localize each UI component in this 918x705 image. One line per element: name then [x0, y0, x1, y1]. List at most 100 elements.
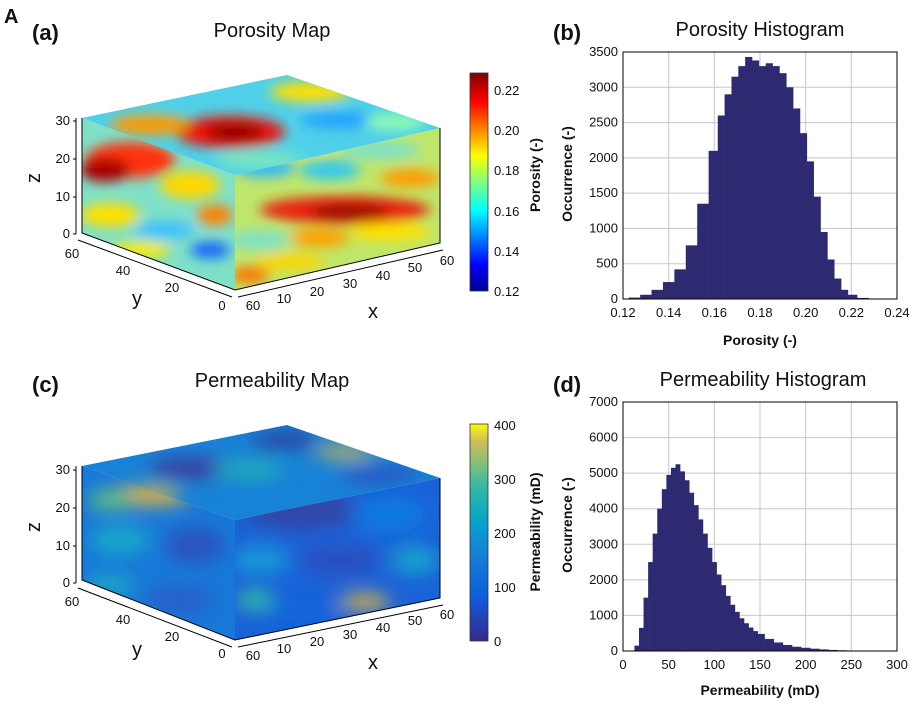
- z-tick: 20: [56, 151, 70, 166]
- histogram-bar: [828, 649, 838, 651]
- y-tick-label: 3000: [589, 79, 618, 94]
- panel-c-title: Permeability Map: [195, 370, 350, 392]
- x-tick: 40: [376, 268, 390, 283]
- y-tick-label: 3500: [589, 44, 618, 59]
- histogram-bar: [675, 464, 681, 651]
- colorbar-tick: 200: [494, 526, 516, 541]
- histogram-bar: [651, 289, 664, 299]
- x-tick: 40: [376, 620, 390, 635]
- y-axis-label: y: [132, 288, 142, 310]
- y-tick-label: 7000: [589, 394, 618, 409]
- x-tick-label: 50: [661, 657, 675, 672]
- histogram-bar: [708, 150, 719, 299]
- panel-a-letter: (a): [32, 20, 59, 45]
- x-tick-label: 100: [703, 657, 725, 672]
- histogram-bar: [820, 231, 828, 299]
- histogram-bar: [661, 489, 667, 651]
- x-tick: 60: [440, 253, 454, 268]
- histogram-bar: [752, 60, 760, 300]
- y-tick-label: 6000: [589, 430, 618, 445]
- panel-b-title: Porosity Histogram: [676, 19, 845, 41]
- histogram-bar: [739, 618, 745, 651]
- histogram-bar: [680, 471, 685, 651]
- panel-b-xlabel: Porosity (-): [723, 332, 797, 348]
- permeability-colorbar-gradient: [469, 423, 489, 642]
- porosity-z-axis: 30 20 10 0 z: [23, 113, 77, 241]
- histogram-bar: [757, 633, 765, 651]
- y-tick: 20: [165, 280, 179, 295]
- histogram-bar: [712, 562, 717, 651]
- histogram-bar: [738, 66, 746, 299]
- histogram-bar: [793, 108, 801, 299]
- porosity-y-axis: 60 40 20 0 y: [65, 239, 233, 313]
- histogram-bar: [819, 649, 829, 651]
- panel-a-porosity-map: (a) Porosity Map: [23, 20, 543, 323]
- permeability-colorbar: 400 300 200 100 0 Permeability (mD): [469, 418, 543, 649]
- histogram-bar: [640, 294, 652, 299]
- plot-frame: [622, 51, 898, 300]
- histogram-bar: [670, 467, 676, 651]
- y-axis-label: y: [132, 639, 142, 661]
- y-tick-label: 1500: [589, 185, 618, 200]
- permeability-histogram-plot: 0 50 100 150 200 250 3000100020003000400050006…: [589, 394, 908, 672]
- permeability-x-axis: 60 10 20 30 40 50 60 x: [237, 604, 454, 674]
- x-tick: 50: [408, 613, 422, 628]
- histogram-bar: [801, 647, 811, 651]
- x-tick-label: 0.18: [747, 305, 772, 320]
- colorbar-tick: 0.18: [494, 163, 519, 178]
- histogram-bar: [693, 505, 699, 651]
- histogram-bar: [716, 574, 722, 651]
- x-tick-label: 0.14: [656, 305, 681, 320]
- y-tick-label: 2500: [589, 115, 618, 130]
- porosity-x-axis: 60 10 20 30 40 50 60 x: [237, 249, 454, 323]
- panel-d-ylabel: Occurrence (-): [559, 477, 575, 573]
- histogram-bar: [748, 627, 754, 651]
- histogram-bar: [779, 73, 787, 300]
- histogram-bar: [834, 278, 842, 299]
- histogram-bar: [689, 492, 695, 651]
- histogram-bar: [847, 294, 858, 299]
- z-axis-label: z: [23, 522, 45, 532]
- panel-b-ylabel: Occurrence (-): [559, 126, 575, 222]
- panel-c-permeability-map: (c) Permeability Map: [23, 370, 543, 674]
- histogram-bar: [657, 508, 663, 651]
- y-tick-label: 3000: [589, 536, 618, 551]
- colorbar-tick: 300: [494, 472, 516, 487]
- histogram-bar: [772, 66, 780, 299]
- histogram-bar: [666, 474, 672, 651]
- histogram-bar: [652, 533, 658, 651]
- colorbar-tick: 100: [494, 580, 516, 595]
- histogram-bar: [782, 644, 793, 651]
- colorbar-tick: 0.12: [494, 284, 519, 299]
- y-tick: 60: [65, 246, 79, 261]
- porosity-colorbar-gradient: [469, 72, 489, 292]
- y-tick: 0: [218, 646, 225, 661]
- panel-b-letter: (b): [553, 20, 581, 45]
- plot-frame: [622, 401, 898, 652]
- y-tick: 20: [165, 629, 179, 644]
- x-tick-label: 300: [886, 657, 908, 672]
- x-axis-label: x: [368, 652, 378, 674]
- y-tick-label: 0: [611, 291, 618, 306]
- x-tick: 30: [343, 627, 357, 642]
- histogram-bar: [810, 648, 820, 651]
- histogram-bar: [697, 203, 709, 299]
- y-tick: 0: [218, 298, 225, 313]
- z-tick: 20: [56, 500, 70, 515]
- colorbar-tick: 0.16: [494, 204, 519, 219]
- y-tick: 60: [65, 594, 79, 609]
- histogram-bar: [648, 562, 653, 651]
- x-tick-label: 0.20: [793, 305, 818, 320]
- histogram-bar: [827, 259, 835, 299]
- y-tick-label: 1000: [589, 220, 618, 235]
- panel-b-porosity-histogram: (b) Porosity Histogram 0.12 0.14 0.16 0.18 0…: [553, 19, 910, 348]
- histogram-bar: [717, 115, 725, 299]
- histogram-bar: [753, 631, 759, 651]
- z-tick: 10: [56, 189, 70, 204]
- x-tick-label: 150: [749, 657, 771, 672]
- y-tick-label: 0: [611, 643, 618, 658]
- y-tick-label: 500: [596, 256, 618, 271]
- x-tick: 10: [277, 641, 291, 656]
- z-tick: 10: [56, 538, 70, 553]
- x-tick-label: 0.24: [884, 305, 909, 320]
